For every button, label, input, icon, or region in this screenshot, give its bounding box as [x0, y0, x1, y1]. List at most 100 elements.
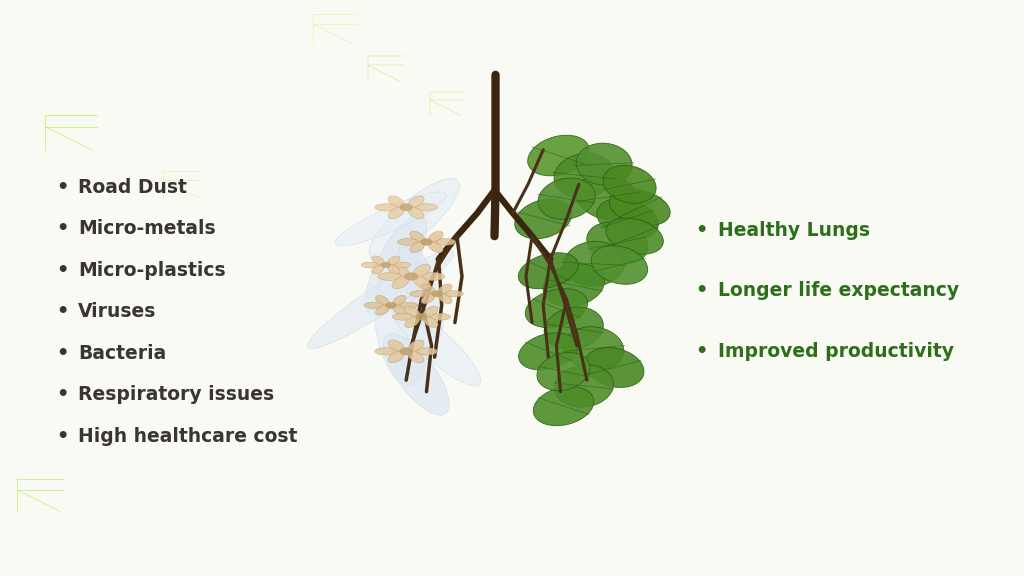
Ellipse shape	[543, 264, 604, 306]
Ellipse shape	[431, 291, 442, 297]
Ellipse shape	[421, 272, 444, 281]
Ellipse shape	[603, 165, 656, 203]
Ellipse shape	[399, 237, 443, 339]
Ellipse shape	[409, 207, 424, 219]
Ellipse shape	[587, 222, 648, 264]
Ellipse shape	[410, 232, 425, 242]
Ellipse shape	[388, 340, 404, 351]
Ellipse shape	[369, 179, 460, 259]
Ellipse shape	[597, 199, 658, 239]
Ellipse shape	[544, 307, 603, 350]
Ellipse shape	[392, 264, 409, 277]
Ellipse shape	[414, 264, 430, 277]
Ellipse shape	[518, 333, 578, 370]
Ellipse shape	[361, 262, 379, 268]
Ellipse shape	[378, 272, 402, 281]
Ellipse shape	[537, 353, 590, 391]
Ellipse shape	[534, 386, 594, 426]
Ellipse shape	[387, 265, 400, 274]
Ellipse shape	[398, 302, 418, 308]
Ellipse shape	[563, 241, 625, 286]
Ellipse shape	[409, 196, 424, 207]
Text: Road Dust: Road Dust	[78, 178, 187, 196]
Ellipse shape	[365, 302, 384, 308]
Text: •: •	[56, 427, 69, 445]
Ellipse shape	[416, 313, 427, 320]
Ellipse shape	[585, 347, 644, 388]
Ellipse shape	[410, 291, 429, 297]
Text: •: •	[56, 344, 69, 362]
Ellipse shape	[525, 289, 588, 328]
Ellipse shape	[404, 317, 420, 327]
Ellipse shape	[392, 295, 407, 305]
Ellipse shape	[421, 294, 435, 304]
Text: Micro-metals: Micro-metals	[78, 219, 216, 238]
Ellipse shape	[372, 256, 384, 265]
Ellipse shape	[438, 294, 452, 304]
Ellipse shape	[554, 153, 613, 198]
Ellipse shape	[385, 302, 396, 308]
Ellipse shape	[415, 348, 437, 355]
Text: Improved productivity: Improved productivity	[718, 342, 954, 361]
Ellipse shape	[388, 351, 404, 363]
Text: Micro-plastics: Micro-plastics	[78, 261, 226, 279]
Ellipse shape	[538, 178, 595, 219]
Text: •: •	[56, 261, 69, 279]
Text: High healthcare cost: High healthcare cost	[78, 427, 298, 445]
Ellipse shape	[414, 276, 430, 289]
Ellipse shape	[515, 199, 571, 238]
Ellipse shape	[409, 351, 424, 363]
Ellipse shape	[409, 340, 424, 351]
Ellipse shape	[399, 348, 413, 355]
Ellipse shape	[376, 295, 389, 305]
Ellipse shape	[392, 276, 409, 289]
Ellipse shape	[591, 245, 647, 285]
Ellipse shape	[410, 242, 425, 252]
Ellipse shape	[421, 238, 432, 245]
Ellipse shape	[575, 175, 638, 219]
Ellipse shape	[381, 262, 391, 268]
Text: •: •	[695, 282, 708, 300]
Ellipse shape	[388, 196, 404, 207]
Ellipse shape	[404, 272, 418, 281]
Ellipse shape	[375, 204, 397, 211]
Ellipse shape	[388, 207, 404, 219]
Text: •: •	[695, 342, 708, 361]
Ellipse shape	[375, 271, 428, 386]
Ellipse shape	[428, 242, 443, 252]
Ellipse shape	[392, 262, 411, 268]
Ellipse shape	[444, 291, 464, 297]
Ellipse shape	[307, 251, 454, 348]
Ellipse shape	[387, 256, 400, 265]
Text: •: •	[56, 219, 69, 238]
Ellipse shape	[606, 218, 664, 254]
Text: •: •	[695, 221, 708, 240]
Ellipse shape	[399, 204, 413, 211]
Text: Respiratory issues: Respiratory issues	[78, 385, 274, 404]
Ellipse shape	[372, 265, 384, 274]
Ellipse shape	[392, 305, 407, 315]
Ellipse shape	[423, 317, 438, 327]
Ellipse shape	[609, 189, 671, 226]
Ellipse shape	[392, 313, 414, 320]
Text: •: •	[56, 178, 69, 196]
Ellipse shape	[518, 253, 579, 289]
Ellipse shape	[383, 334, 450, 415]
Ellipse shape	[423, 306, 438, 317]
Ellipse shape	[438, 284, 452, 294]
Ellipse shape	[335, 192, 446, 246]
Ellipse shape	[366, 215, 427, 315]
Ellipse shape	[554, 365, 613, 407]
Ellipse shape	[415, 204, 437, 211]
Ellipse shape	[397, 238, 419, 245]
Ellipse shape	[429, 313, 451, 320]
Ellipse shape	[527, 135, 589, 176]
Text: Viruses: Viruses	[78, 302, 157, 321]
Ellipse shape	[564, 327, 624, 370]
Ellipse shape	[376, 305, 389, 315]
Text: Healthy Lungs: Healthy Lungs	[718, 221, 869, 240]
Ellipse shape	[421, 284, 435, 294]
Ellipse shape	[434, 238, 456, 245]
Ellipse shape	[577, 143, 632, 185]
Ellipse shape	[428, 232, 443, 242]
